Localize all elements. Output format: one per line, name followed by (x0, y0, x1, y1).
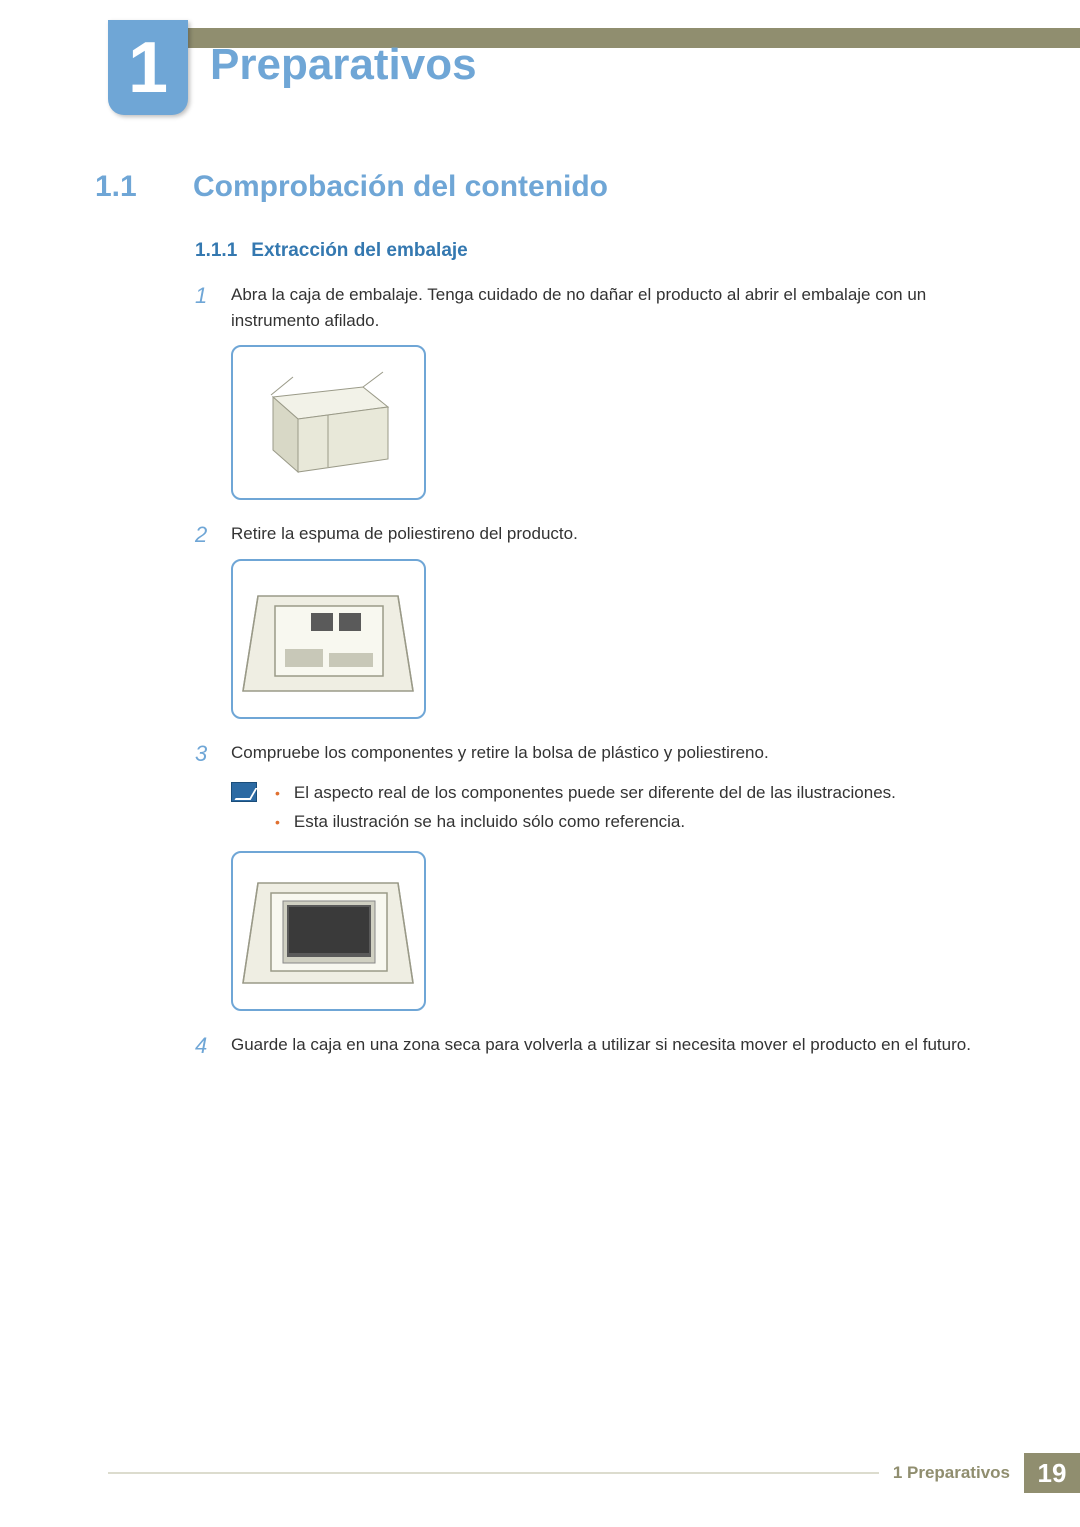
illustration-wrap (95, 559, 985, 722)
note-list: El aspecto real de los componentes puede… (275, 779, 896, 837)
footer-page-number: 19 (1024, 1453, 1080, 1493)
note-icon (231, 782, 257, 802)
step-text: Guarde la caja en una zona seca para vol… (231, 1032, 971, 1061)
page-footer: 1 Preparativos 19 (108, 1453, 1080, 1493)
section-title: Comprobación del contenido (193, 170, 608, 204)
note-item: El aspecto real de los componentes puede… (275, 779, 896, 808)
illustration-foam (231, 559, 426, 719)
section-heading: 1.1 Comprobación del contenido (95, 170, 985, 204)
chapter-badge: 1 (108, 20, 188, 115)
step-number: 1 (195, 282, 213, 335)
step: 1 Abra la caja de embalaje. Tenga cuidad… (95, 282, 985, 335)
step-text: Compruebe los componentes y retire la bo… (231, 740, 769, 769)
subsection-heading: 1.1.1 Extracción del embalaje (95, 240, 985, 262)
note-block: El aspecto real de los componentes puede… (95, 779, 985, 837)
illustration-wrap (95, 851, 985, 1014)
step: 3 Compruebe los componentes y retire la … (95, 740, 985, 769)
step: 4 Guarde la caja en una zona seca para v… (95, 1032, 985, 1061)
subsection-title: Extracción del embalaje (251, 240, 468, 262)
step-number: 4 (195, 1032, 213, 1061)
illustration-monitor (231, 851, 426, 1011)
note-item: Esta ilustración se ha incluido sólo com… (275, 808, 896, 837)
page-content: 1.1 Comprobación del contenido 1.1.1 Ext… (0, 130, 1080, 1060)
subsection-number: 1.1.1 (195, 240, 237, 262)
section-number: 1.1 (95, 170, 165, 204)
step-text: Abra la caja de embalaje. Tenga cuidado … (231, 282, 985, 335)
step: 2 Retire la espuma de poliestireno del p… (95, 521, 985, 550)
illustration-wrap (95, 345, 985, 503)
chapter-number: 1 (128, 32, 168, 104)
step-number: 3 (195, 740, 213, 769)
chapter-title: Preparativos (210, 40, 477, 90)
illustration-box (231, 345, 426, 500)
page-header: 1 Preparativos (0, 0, 1080, 130)
footer-label: 1 Preparativos (879, 1463, 1024, 1483)
step-text: Retire la espuma de poliestireno del pro… (231, 521, 578, 550)
footer-line (108, 1472, 879, 1474)
step-number: 2 (195, 521, 213, 550)
